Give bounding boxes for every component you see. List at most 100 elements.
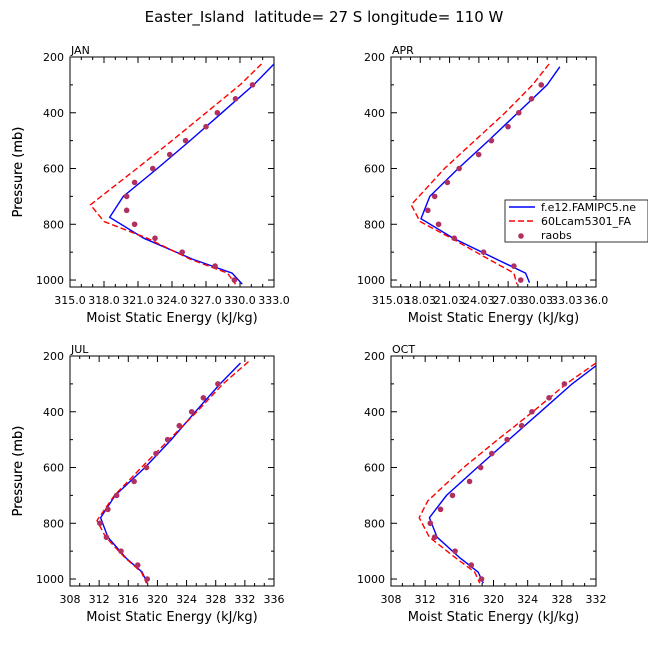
x-tick-label: 27.03	[492, 294, 524, 307]
x-tick-label: 336	[264, 593, 285, 606]
x-tick-label: 332	[234, 593, 255, 606]
raobs-point	[134, 562, 141, 568]
raobs-point	[444, 179, 451, 186]
raobs-point	[182, 137, 189, 144]
x-tick-label: 324.0	[156, 294, 188, 307]
x-tick-label: 324	[517, 593, 538, 606]
y-tick-label: 1000	[357, 573, 385, 586]
panel-jan: JAN 315.0 318.0 321.0 324.0 327.0 330.0 333.0 20…	[11, 44, 290, 326]
x-tick-label: 316	[118, 593, 139, 606]
raobs-point	[518, 422, 525, 429]
x-tick-label: 30.03	[522, 294, 554, 307]
raobs-point	[164, 436, 171, 443]
x-tick-label: 327.0	[190, 294, 222, 307]
y-tick-label: 200	[364, 51, 385, 64]
raobs-point	[475, 151, 482, 158]
y-axis-label: Pressure (mb)	[11, 426, 26, 517]
raobs-point	[143, 464, 150, 471]
raobs-point	[452, 548, 458, 554]
series-group	[89, 63, 274, 285]
raobs-point	[97, 520, 103, 527]
y-tick-label: 1000	[36, 274, 64, 287]
raobs-point	[232, 96, 239, 102]
raobs-point	[249, 82, 256, 88]
panel-label: OCT	[392, 343, 415, 356]
x-tick-label: 21.03	[434, 294, 466, 307]
series-line-60lcam	[89, 63, 262, 285]
panel-jul: JUL 308 312 316 320 324 328 332 336 200 400 600 800 1…	[11, 343, 285, 625]
y-tick-label: 800	[43, 218, 64, 231]
y-tick-label: 400	[43, 107, 64, 120]
y-tick-label: 400	[364, 406, 385, 419]
y-tick-label: 800	[43, 517, 64, 530]
raobs-point	[131, 179, 138, 186]
series-line-60lcam	[418, 362, 596, 584]
raobs-point	[478, 576, 485, 582]
x-tick-label: 33.03	[551, 294, 583, 307]
raobs-point	[203, 123, 209, 130]
legend-label: f.e12.FAMIPC5.ne	[541, 201, 636, 214]
series-line-fe12	[420, 66, 561, 284]
panel-label: JAN	[70, 44, 90, 57]
raobs-point	[456, 165, 462, 172]
raobs-point	[451, 235, 458, 242]
panels: JAN 315.0 318.0 321.0 324.0 327.0 330.0 333.0 20…	[11, 44, 648, 625]
x-axis-label: Moist Static Energy (kJ/kg)	[408, 311, 579, 326]
raobs-point	[538, 82, 545, 88]
y-tick-label: 200	[43, 51, 64, 64]
raobs-point	[468, 562, 475, 568]
x-tick-label: 332	[586, 593, 607, 606]
raobs-point	[477, 464, 484, 471]
x-axis-label: Moist Static Energy (kJ/kg)	[86, 610, 257, 625]
legend-swatch-dot	[518, 233, 524, 239]
raobs-point	[179, 249, 185, 255]
raobs-point	[166, 151, 173, 158]
y-tick-label: 400	[364, 107, 385, 120]
series-group	[96, 361, 249, 584]
x-axis-label: Moist Static Energy (kJ/kg)	[408, 610, 579, 625]
legend-label: raobs	[541, 229, 572, 242]
series-group	[410, 63, 561, 285]
raobs-point	[431, 534, 438, 541]
x-tick-label: 328	[551, 593, 572, 606]
raobs-point	[488, 450, 495, 457]
raobs-point	[505, 123, 511, 130]
raobs-point	[113, 492, 120, 499]
raobs-point	[437, 506, 444, 513]
raobs-point	[425, 207, 431, 214]
raobs-point	[176, 422, 183, 429]
x-tick-label: 330.0	[224, 294, 256, 307]
y-tick-label: 600	[364, 462, 385, 475]
y-tick-label: 800	[364, 517, 385, 530]
raobs-point	[214, 109, 221, 116]
raobs-point	[511, 263, 517, 269]
raobs-point	[488, 137, 495, 144]
x-tick-label: 312	[415, 593, 436, 606]
series-group	[418, 362, 596, 584]
x-tick-label: 18.03	[405, 294, 437, 307]
x-tick-label: 308	[381, 593, 402, 606]
raobs-point	[152, 235, 158, 242]
panel-label: JUL	[70, 343, 89, 356]
raobs-point	[153, 450, 159, 457]
raobs-point	[449, 492, 456, 499]
raobs-point	[188, 408, 195, 415]
y-tick-label: 200	[364, 350, 385, 363]
raobs-point	[212, 263, 218, 269]
raobs-point	[561, 381, 568, 387]
y-tick-label: 400	[43, 406, 64, 419]
x-axis-label: Moist Static Energy (kJ/kg)	[86, 311, 257, 326]
x-tick-label: 315.0	[54, 294, 86, 307]
y-axis-label: Pressure (mb)	[11, 127, 26, 218]
y-tick-label: 600	[364, 163, 385, 176]
y-tick-label: 1000	[36, 573, 64, 586]
x-tick-label: 333.0	[258, 294, 290, 307]
raobs-point	[200, 395, 207, 401]
panel-oct: OCT 308 312 316 320 324 328 332 200 400 600 800 1000…	[11, 343, 607, 625]
raobs-point	[123, 207, 130, 214]
y-tick-label: 600	[43, 163, 64, 176]
x-tick-label: 320	[483, 593, 504, 606]
